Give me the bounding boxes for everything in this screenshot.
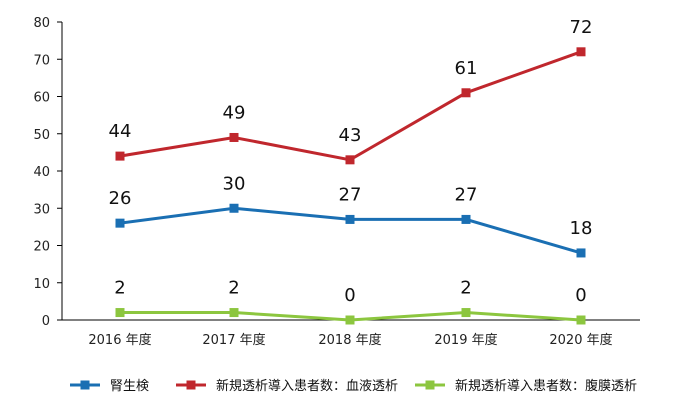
series-2: 2 2 0 2 0 [114, 278, 587, 325]
data-label: 49 [223, 102, 246, 123]
data-point [115, 151, 125, 161]
data-point [576, 248, 586, 258]
legend-item-1: 新規透析導入患者数：血液透析 [176, 378, 398, 394]
data-label: 27 [339, 184, 362, 205]
data-label: 0 [344, 285, 355, 306]
data-point [461, 88, 471, 98]
data-label: 18 [570, 218, 593, 239]
data-label: 61 [455, 58, 478, 79]
y-tick-label: 80 [33, 16, 50, 31]
y-axis-ticks: 0 10 20 30 40 50 60 70 80 [33, 16, 62, 329]
y-tick-label: 10 [33, 277, 50, 292]
data-label: 43 [339, 125, 362, 146]
series-1: 44 49 43 61 72 [109, 17, 593, 165]
data-point [115, 308, 125, 318]
data-label: 2 [114, 278, 125, 299]
y-tick-label: 0 [42, 314, 50, 329]
data-label: 2 [228, 278, 239, 299]
y-tick-label: 70 [33, 53, 50, 68]
series-group: 26 30 27 27 18 44 49 43 61 72 2 2 0 2 0 [109, 17, 593, 325]
legend-marker [80, 380, 90, 390]
series-0: 26 30 27 27 18 [109, 173, 593, 258]
y-tick-label: 30 [33, 202, 50, 217]
data-point [229, 132, 239, 142]
legend-label: 新規透析導入患者数：血液透析 [216, 378, 398, 394]
legend-marker [186, 380, 196, 390]
legend-item-0: 腎生検 [70, 379, 149, 394]
x-tick-label: 2019 年度 [434, 332, 497, 348]
legend-label: 腎生検 [110, 379, 149, 394]
data-point [576, 315, 586, 325]
legend: 腎生検 新規透析導入患者数：血液透析 新規透析導入患者数：腹膜透析 [70, 378, 637, 394]
data-point [461, 214, 471, 224]
legend-item-2: 新規透析導入患者数：腹膜透析 [415, 378, 637, 394]
data-point [345, 155, 355, 165]
data-point [345, 214, 355, 224]
data-label: 27 [455, 184, 478, 205]
x-tick-label: 2017 年度 [202, 332, 265, 348]
data-point [229, 308, 239, 318]
data-label: 0 [575, 285, 586, 306]
x-tick-label: 2016 年度 [88, 332, 151, 348]
y-tick-label: 20 [33, 240, 50, 255]
x-axis-ticks: 2016 年度 2017 年度 2018 年度 2019 年度 2020 年度 [88, 332, 612, 348]
data-point [229, 203, 239, 213]
y-tick-label: 50 [33, 128, 50, 143]
axes [61, 22, 640, 321]
legend-label: 新規透析導入患者数：腹膜透析 [455, 378, 637, 394]
data-label: 26 [109, 188, 132, 209]
data-point [461, 308, 471, 318]
data-point [576, 47, 586, 57]
data-point [345, 315, 355, 325]
data-label: 2 [460, 278, 471, 299]
legend-marker [425, 380, 435, 390]
data-label: 72 [570, 17, 593, 38]
x-tick-label: 2020 年度 [549, 332, 612, 348]
y-tick-label: 40 [33, 165, 50, 180]
data-label: 44 [109, 121, 132, 142]
x-tick-label: 2018 年度 [318, 332, 381, 348]
data-label: 30 [223, 173, 246, 194]
data-point [115, 218, 125, 228]
y-tick-label: 60 [33, 91, 50, 106]
